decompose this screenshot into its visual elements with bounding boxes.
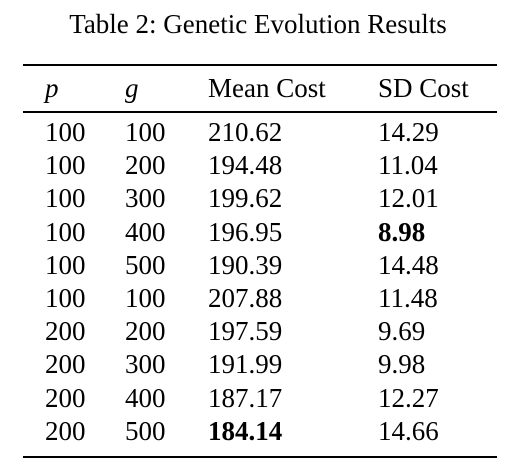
cell-mean-cost: 199.62 xyxy=(208,183,283,214)
cell-sd-cost: 11.04 xyxy=(378,150,438,181)
cell-mean-cost: 191.99 xyxy=(208,349,283,380)
header-rule xyxy=(23,111,497,113)
cell-sd-cost: 9.98 xyxy=(378,349,426,380)
cell-mean-cost: 194.48 xyxy=(208,150,283,181)
header-p: p xyxy=(45,73,59,103)
table-row: 100 500 190.39 14.48 xyxy=(0,249,516,282)
cell-g: 400 xyxy=(125,382,166,413)
cell-p: 200 xyxy=(45,382,86,413)
cell-p: 100 xyxy=(45,183,86,214)
cell-p: 200 xyxy=(45,316,86,347)
cell-p: 100 xyxy=(45,150,86,181)
cell-sd-cost: 11.48 xyxy=(378,282,438,313)
cell-mean-cost: 210.62 xyxy=(208,117,283,147)
table-row: 200 300 191.99 9.98 xyxy=(0,348,516,381)
cell-p: 100 xyxy=(45,282,86,313)
cell-mean-cost: 207.88 xyxy=(208,282,283,313)
cell-g: 200 xyxy=(125,150,166,181)
table-body: 100 100 210.62 14.29 100 200 194.48 11.04 100 300… xyxy=(0,116,516,448)
table-row: 200 500 184.14 14.66 xyxy=(0,415,516,448)
table-header-row: p g Mean Cost SD Cost xyxy=(0,70,516,106)
cell-sd-cost: 14.48 xyxy=(378,249,439,280)
table-row: 100 400 196.95 8.98 xyxy=(0,216,516,249)
cell-g: 100 xyxy=(125,282,166,313)
header-sd-cost: SD Cost xyxy=(378,73,469,103)
cell-sd-cost: 12.01 xyxy=(378,183,439,214)
cell-p: 100 xyxy=(45,249,86,280)
cell-mean-cost: 184.14 xyxy=(208,415,283,446)
table-row: 200 200 197.59 9.69 xyxy=(0,315,516,348)
cell-sd-cost: 12.27 xyxy=(378,382,439,413)
top-rule xyxy=(23,64,497,66)
cell-g: 500 xyxy=(125,415,166,446)
cell-sd-cost: 14.29 xyxy=(378,117,439,147)
cell-p: 100 xyxy=(45,216,86,247)
table-row: 100 200 194.48 11.04 xyxy=(0,149,516,182)
cell-g: 200 xyxy=(125,316,166,347)
cell-p: 100 xyxy=(45,117,86,147)
cell-mean-cost: 190.39 xyxy=(208,249,283,280)
cell-sd-cost: 8.98 xyxy=(378,216,426,247)
bottom-rule xyxy=(23,456,497,458)
cell-p: 200 xyxy=(45,415,86,446)
cell-mean-cost: 187.17 xyxy=(208,382,283,413)
cell-g: 500 xyxy=(125,249,166,280)
table-row: 100 100 207.88 11.48 xyxy=(0,282,516,315)
cell-g: 400 xyxy=(125,216,166,247)
cell-p: 200 xyxy=(45,349,86,380)
cell-sd-cost: 14.66 xyxy=(378,415,439,446)
cell-mean-cost: 197.59 xyxy=(208,316,283,347)
table-row: 100 100 210.62 14.29 xyxy=(0,116,516,149)
cell-sd-cost: 9.69 xyxy=(378,316,426,347)
cell-g: 100 xyxy=(125,117,166,147)
header-g: g xyxy=(125,73,139,103)
table-caption: Table 2: Genetic Evolution Results xyxy=(69,9,447,39)
cell-g: 300 xyxy=(125,183,166,214)
cell-g: 300 xyxy=(125,349,166,380)
table-row: 200 400 187.17 12.27 xyxy=(0,382,516,415)
table-row: 100 300 199.62 12.01 xyxy=(0,182,516,215)
header-mean-cost: Mean Cost xyxy=(208,73,326,103)
cell-mean-cost: 196.95 xyxy=(208,216,283,247)
